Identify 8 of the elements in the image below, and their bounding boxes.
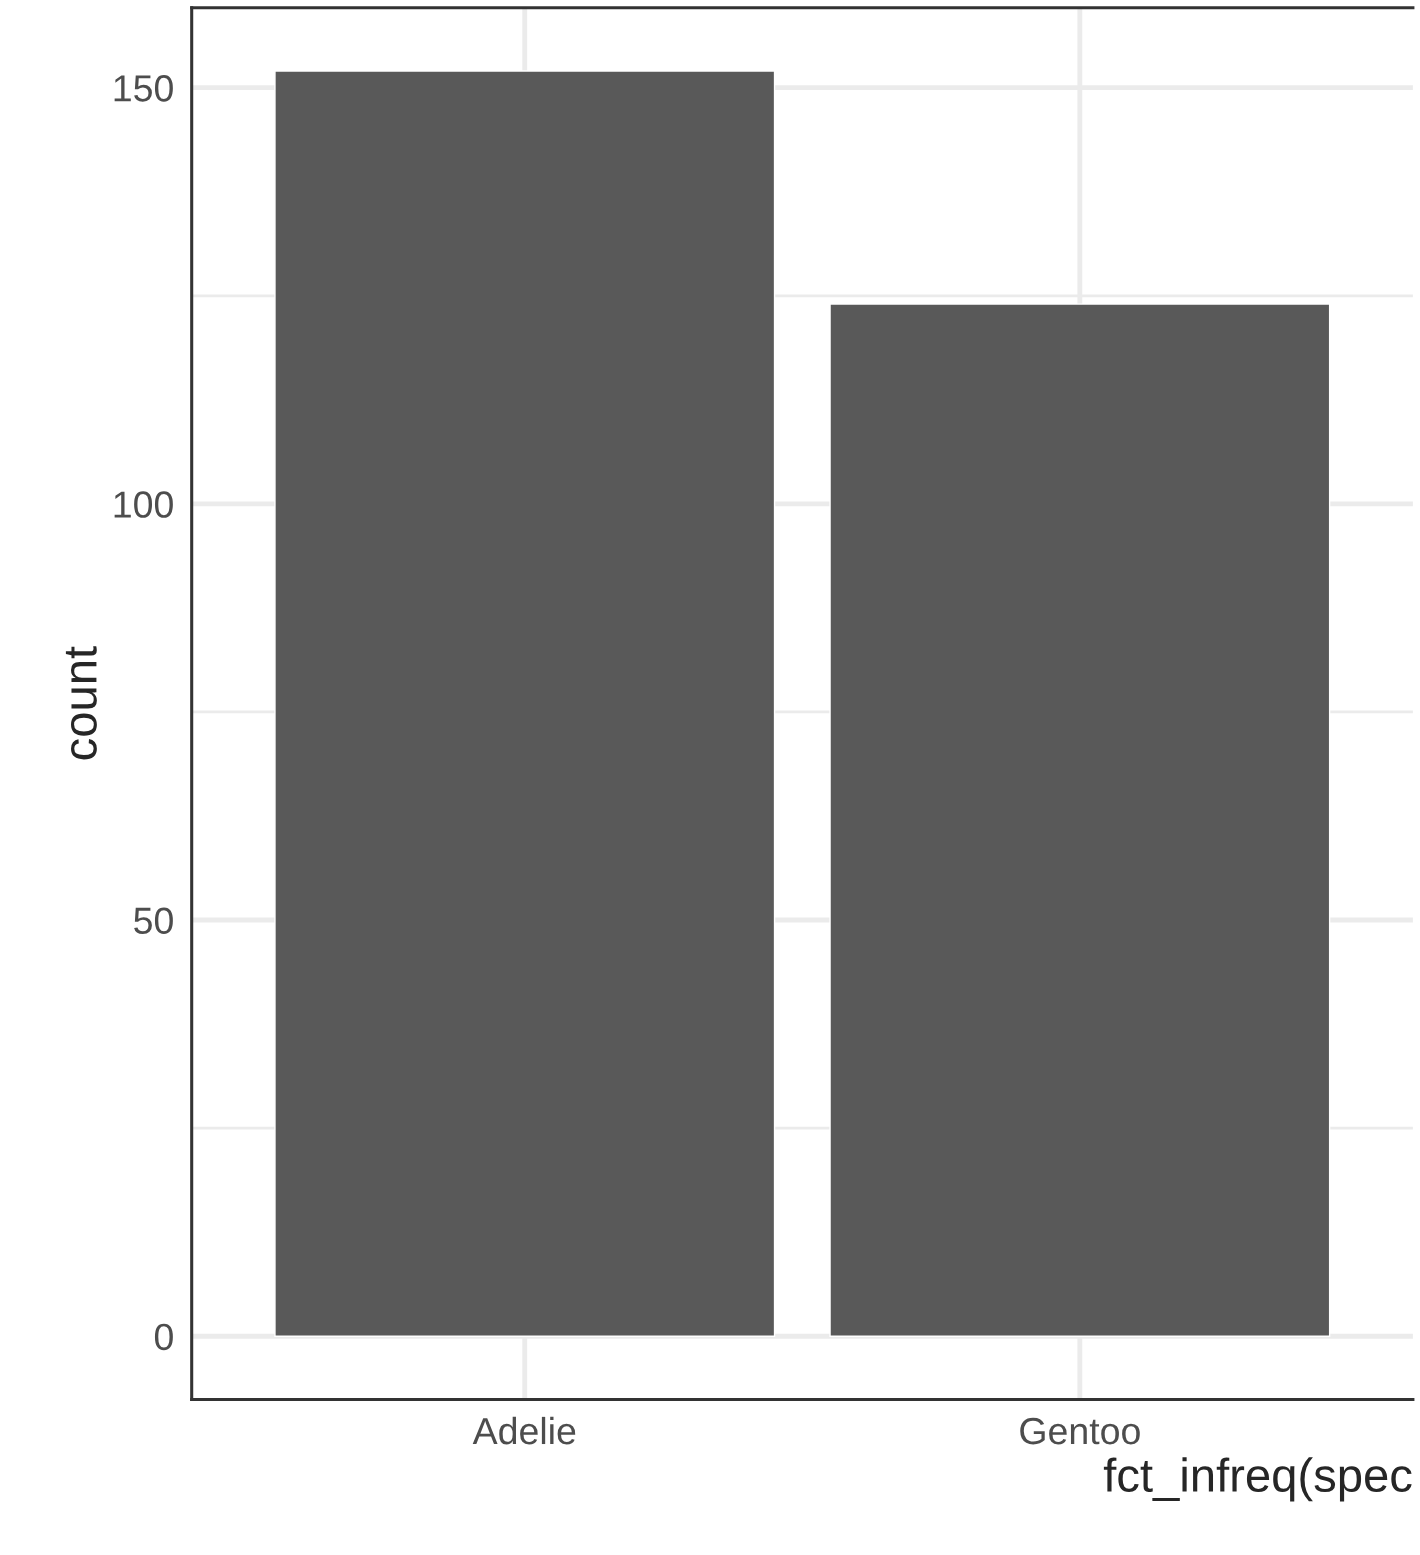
y-tick-label: 100 — [114, 491, 173, 518]
y-tick-label: 150 — [114, 75, 173, 102]
y-axis-title: count — [65, 646, 97, 760]
x-tick-label: Gentoo — [1020, 1417, 1140, 1445]
y-tick-label: 0 — [154, 1323, 173, 1351]
x-axis-title: fct_infreq(spec — [1103, 1457, 1412, 1502]
x-tick-label: Adelie — [472, 1416, 576, 1445]
y-tick-label: 50 — [134, 907, 173, 935]
